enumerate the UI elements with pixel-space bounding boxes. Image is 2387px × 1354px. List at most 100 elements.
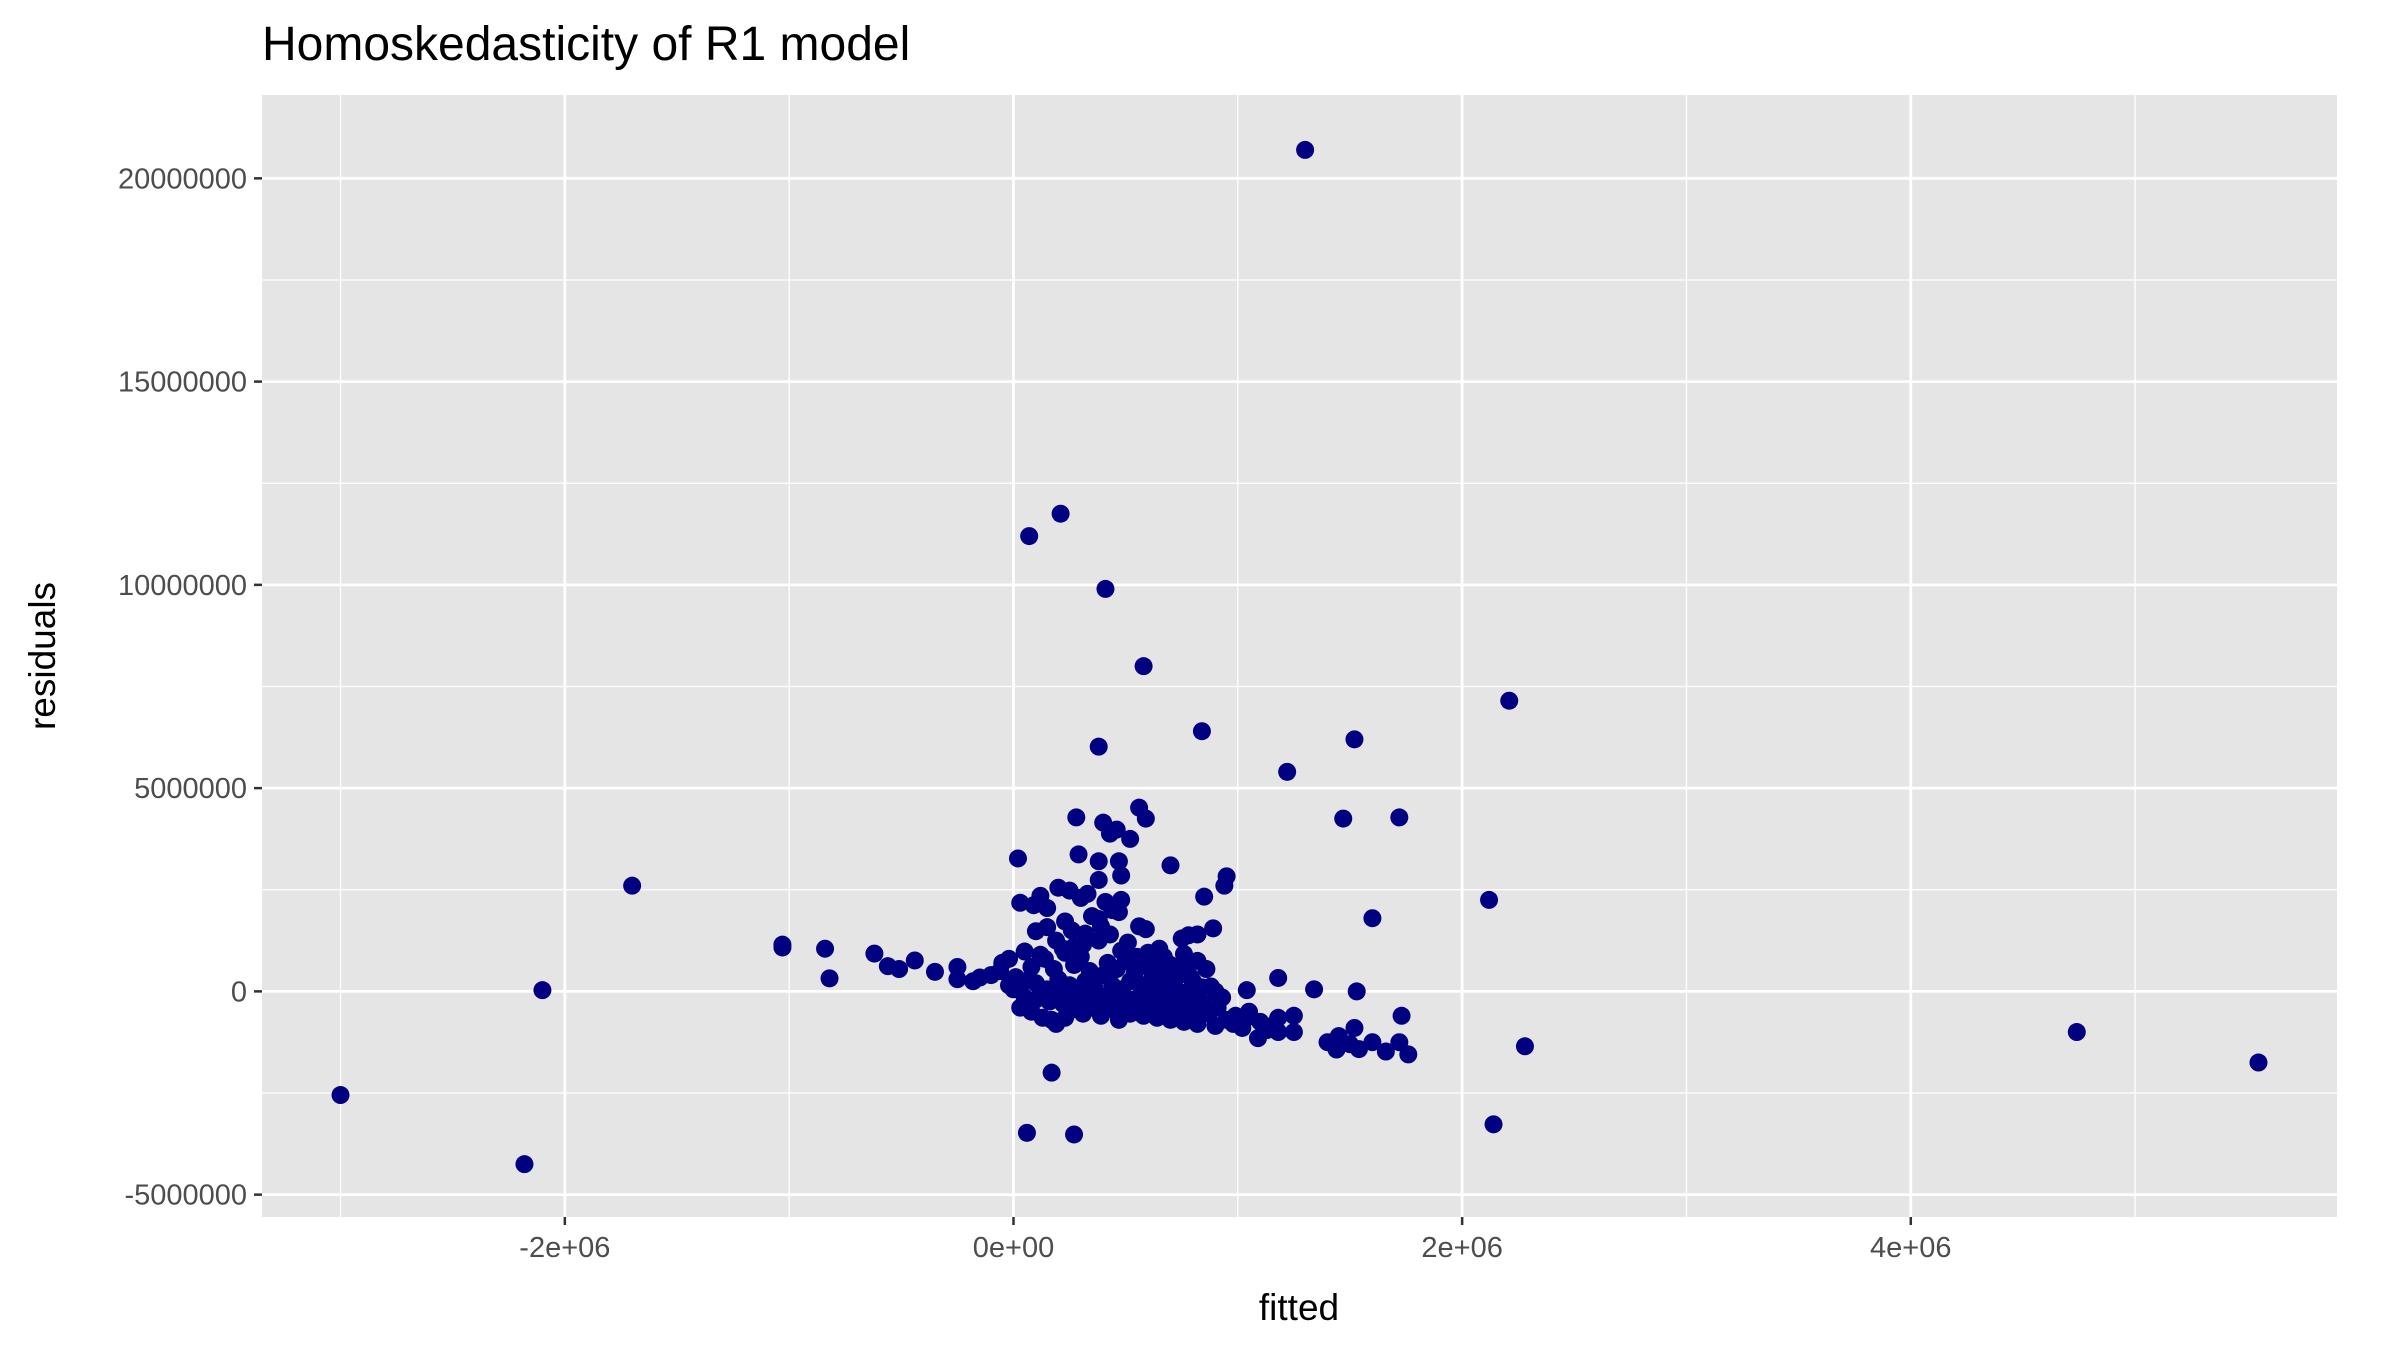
data-point [331,1086,350,1105]
y-tick-label: 5000000 [134,773,247,805]
data-point [1011,893,1030,912]
x-axis-title: fitted [1259,1287,1339,1328]
data-point [1334,809,1353,828]
data-points [331,140,2268,1174]
data-point [948,970,967,989]
data-point [964,972,983,991]
data-point [1188,925,1207,944]
data-point [1197,960,1216,979]
data-point [1069,845,1088,864]
data-point [1015,942,1034,961]
data-point [1017,1123,1036,1142]
data-point [1109,903,1128,922]
data-point [1100,824,1119,843]
data-point [1376,1042,1395,1061]
data-point [1237,981,1256,1000]
data-point [1136,809,1155,828]
data-point [890,960,909,979]
data-point [1172,929,1191,948]
data-point [1089,852,1108,871]
x-tick-label: 0e+00 [973,1232,1054,1264]
data-point [1345,730,1364,749]
data-point [1042,1063,1061,1082]
data-point [1118,933,1137,952]
data-point [1269,968,1288,987]
data-point [1347,982,1366,1001]
data-point [1100,925,1119,944]
data-point [1484,1115,1503,1134]
data-point [1056,943,1075,962]
data-point [1284,1023,1303,1042]
y-axis-ticks: -5000000 0 5000000 10000000 15000000 20000000 [118,163,262,1212]
data-point [1305,980,1324,999]
data-point [1174,944,1193,963]
data-point [1038,899,1057,918]
data-point [1026,922,1045,941]
y-axis-title: residuals [22,582,63,730]
data-point [2249,1053,2268,1072]
data-point [820,969,839,988]
data-point [1109,852,1128,871]
data-point [1390,808,1409,827]
data-point [1329,1027,1348,1046]
data-point [1136,920,1155,939]
x-axis-ticks: -2e+06 0e+00 2e+06 4e+06 [519,1217,1952,1264]
data-point [905,951,924,970]
data-point [1071,888,1090,907]
data-point [1024,896,1043,915]
y-tick-label: -5000000 [124,1180,247,1212]
data-point [1074,935,1093,954]
x-tick-label: -2e+06 [519,1232,610,1264]
x-tick-label: 4e+06 [1870,1232,1951,1264]
data-point [1168,962,1187,981]
data-point [1296,140,1315,159]
data-point [1051,504,1070,523]
minor-gridlines [262,95,2337,1217]
data-point [1067,808,1086,827]
y-tick-label: 0 [231,976,247,1008]
data-point [1121,829,1140,848]
data-point [1204,919,1223,938]
data-point [1262,1016,1281,1035]
data-point [1181,968,1200,987]
data-point [1065,1125,1084,1144]
data-point [1195,887,1214,906]
data-point [1390,1033,1409,1052]
data-point [1112,866,1131,885]
data-point [816,939,835,958]
data-point [1392,1006,1411,1025]
data-point [1161,856,1180,875]
data-point [1091,1006,1110,1025]
data-point [1278,762,1297,781]
data-point [1363,909,1382,928]
data-point [1480,890,1499,909]
y-tick-label: 20000000 [118,163,247,195]
data-point [925,962,944,981]
data-point [1109,1010,1128,1029]
y-tick-label: 10000000 [118,570,247,602]
data-point [1345,1018,1364,1037]
data-point [1008,849,1027,868]
data-point [623,876,642,895]
data-point [515,1155,534,1174]
data-point [533,981,552,1000]
data-point [1062,921,1081,940]
data-point [1096,579,1115,598]
x-tick-label: 2e+06 [1421,1232,1502,1264]
data-point [1154,947,1173,966]
chart-title: Homoskedasticity of R1 model [262,18,910,71]
data-point [1500,691,1519,710]
data-point [1363,1033,1382,1052]
data-point [1215,876,1234,895]
data-point [1134,657,1153,676]
data-point [1127,947,1146,966]
major-gridlines [262,95,2337,1217]
data-point [1284,1006,1303,1025]
data-point [773,938,792,957]
data-point [1020,527,1039,546]
plot-panel [262,95,2337,1217]
data-point [1192,722,1211,741]
data-point [1141,953,1160,972]
data-point [1195,994,1214,1013]
